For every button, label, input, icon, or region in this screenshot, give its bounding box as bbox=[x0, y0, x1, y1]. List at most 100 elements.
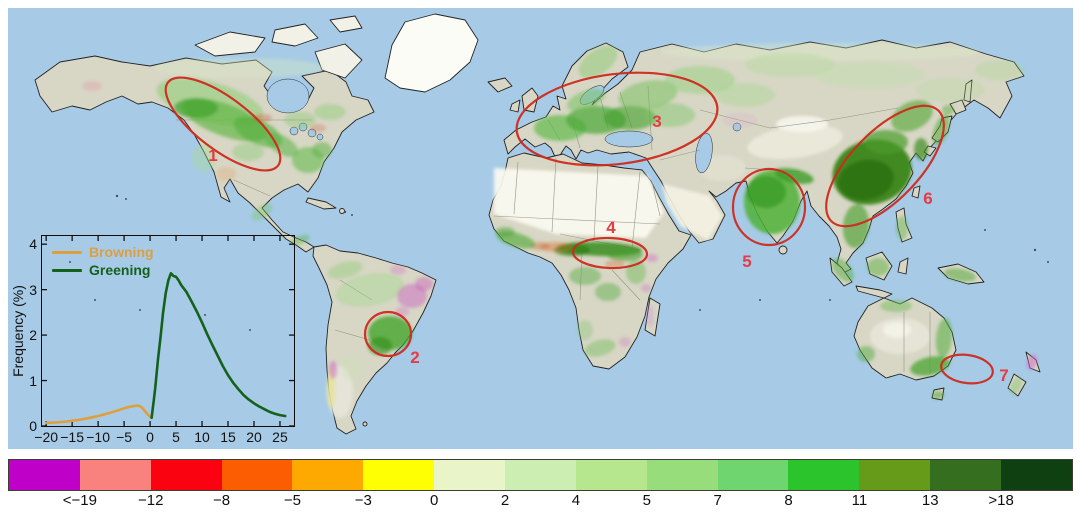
colorbar-segment bbox=[363, 460, 435, 490]
great-lakes bbox=[316, 133, 324, 141]
colorbar-segment bbox=[150, 460, 222, 490]
y-tick-label: 3 bbox=[29, 281, 37, 298]
x-tick-label: 5 bbox=[172, 429, 180, 445]
colorbar-segment bbox=[79, 460, 151, 490]
colorbar-segment bbox=[221, 460, 293, 490]
series-line-browning bbox=[44, 404, 152, 425]
colorbar-segment bbox=[292, 460, 364, 490]
black-sea bbox=[604, 130, 654, 148]
y-tick-label: 4 bbox=[29, 236, 37, 253]
x-tick-label: 20 bbox=[246, 429, 262, 445]
arctic-island bbox=[329, 15, 363, 33]
region-number-1: 1 bbox=[208, 146, 217, 165]
java bbox=[855, 285, 893, 299]
colorbar-segment bbox=[788, 460, 860, 490]
arctic-island bbox=[271, 23, 319, 47]
inset-chart: Frequency (%) Browning Greening −20 −15 −1… bbox=[10, 235, 295, 445]
vegetation-trend-overlay bbox=[82, 46, 1038, 408]
outback-core bbox=[883, 322, 911, 338]
x-tick-label: 10 bbox=[194, 429, 210, 445]
colorbar-segment bbox=[646, 460, 718, 490]
browning-line-swatch bbox=[52, 250, 82, 254]
hispaniola bbox=[339, 208, 345, 214]
colorbar-label: −3 bbox=[354, 492, 372, 509]
browning-label: Browning bbox=[89, 244, 154, 260]
colorbar-label: 5 bbox=[642, 492, 651, 509]
great-britain bbox=[521, 87, 539, 113]
colorbar-label: −12 bbox=[137, 492, 164, 509]
arctic-island bbox=[194, 31, 266, 57]
x-tick-label: −15 bbox=[60, 429, 84, 445]
region-number-6: 6 bbox=[923, 189, 932, 208]
region-annotations: 1 2 3 4 5 6 7 bbox=[164, 71, 1009, 385]
sahara bbox=[494, 168, 664, 238]
iceland bbox=[487, 77, 513, 93]
greenland bbox=[384, 13, 479, 93]
tundra-band bbox=[660, 43, 980, 61]
colorbar-label: 8 bbox=[784, 492, 793, 509]
colorbar bbox=[8, 459, 1073, 491]
colorbar-segment bbox=[1001, 460, 1072, 490]
y-tick-label: 2 bbox=[29, 327, 37, 344]
region-number-5: 5 bbox=[742, 252, 751, 271]
x-tick-label: 25 bbox=[272, 429, 288, 445]
tundra-band bbox=[155, 58, 325, 78]
colorbar-label: 11 bbox=[851, 492, 868, 509]
region-ellipse-5 bbox=[731, 167, 807, 247]
x-tick-label: 15 bbox=[220, 429, 236, 445]
greening-label: Greening bbox=[89, 262, 151, 278]
colorbar-label: >18 bbox=[988, 492, 1014, 509]
cuba bbox=[305, 197, 337, 210]
colorbar-label: −5 bbox=[283, 492, 302, 509]
colorbar-label: 4 bbox=[571, 492, 581, 509]
region-number-2: 2 bbox=[410, 348, 419, 367]
inset-legend: Browning Greening bbox=[52, 243, 154, 279]
colorbar-segment bbox=[575, 460, 647, 490]
series-line-greening bbox=[150, 271, 287, 420]
colorbar-label: −8 bbox=[213, 492, 231, 509]
colorbar-label: 7 bbox=[713, 492, 722, 509]
y-tick-label: 1 bbox=[29, 372, 37, 389]
colorbar-label: 13 bbox=[921, 492, 939, 509]
region-ellipse-3 bbox=[515, 71, 719, 167]
region-ellipse-4 bbox=[571, 236, 649, 270]
legend-item-greening: Greening bbox=[52, 261, 154, 279]
greening-line-swatch bbox=[52, 268, 82, 272]
colorbar-label: 0 bbox=[430, 492, 439, 509]
region-ellipse-1 bbox=[164, 76, 282, 172]
colorbar-segment bbox=[505, 460, 576, 490]
region-number-3: 3 bbox=[652, 112, 661, 131]
x-tick-label: −10 bbox=[86, 429, 110, 445]
colorbar-label: <−19 bbox=[62, 492, 97, 509]
central-asia-plateau bbox=[747, 124, 843, 160]
x-tick-label: −20 bbox=[34, 429, 59, 445]
sulawesi bbox=[897, 257, 909, 275]
sri-lanka bbox=[778, 245, 788, 255]
world-map: 1 2 3 4 5 6 7 bbox=[8, 8, 1073, 449]
taiwan bbox=[911, 185, 921, 199]
hudson-bay bbox=[266, 78, 310, 114]
colorbar-segment bbox=[930, 460, 1002, 490]
legend-item-browning: Browning bbox=[52, 243, 154, 261]
inset-plot-area bbox=[42, 236, 294, 427]
ireland bbox=[509, 99, 521, 113]
great-lakes bbox=[289, 126, 299, 136]
region-ellipse-2 bbox=[363, 310, 413, 358]
x-tick-label: −5 bbox=[116, 429, 133, 445]
colorbar-segment bbox=[434, 460, 506, 490]
region-number-4: 4 bbox=[606, 218, 616, 237]
colorbar-segment bbox=[717, 460, 789, 490]
x-tick-label: 0 bbox=[146, 429, 154, 445]
colorbar-label: 2 bbox=[500, 492, 510, 509]
region-ellipse-6 bbox=[825, 104, 945, 228]
region-number-7: 7 bbox=[999, 366, 1008, 385]
colorbar-segment bbox=[859, 460, 931, 490]
island-specks bbox=[69, 194, 1049, 331]
caspian-sea bbox=[695, 132, 713, 174]
y-tick-label: 0 bbox=[29, 418, 37, 434]
falkland-islands bbox=[362, 421, 368, 427]
colorbar-segment bbox=[9, 460, 80, 490]
arabia-desert bbox=[662, 184, 722, 240]
region-ellipse-7 bbox=[940, 353, 994, 385]
